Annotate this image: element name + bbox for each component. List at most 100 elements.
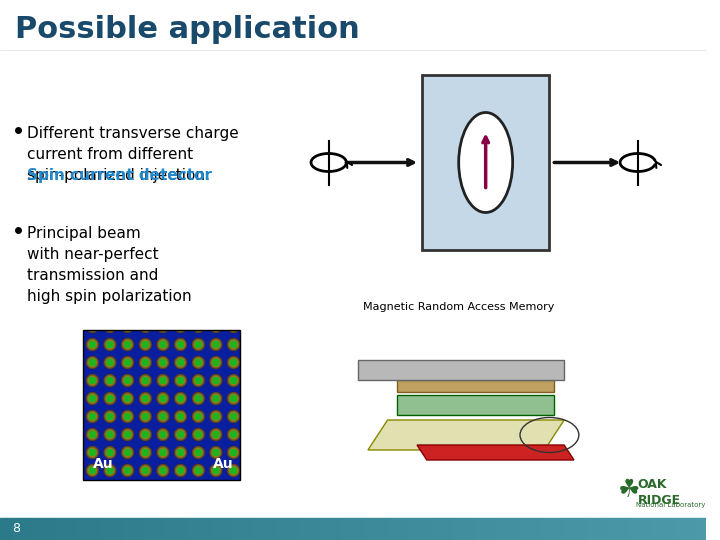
Bar xyxy=(695,518,696,540)
Bar xyxy=(475,518,476,540)
Bar xyxy=(629,518,630,540)
Bar xyxy=(369,518,370,540)
Bar xyxy=(113,518,114,540)
Bar xyxy=(586,518,587,540)
Bar xyxy=(541,518,543,540)
Bar xyxy=(460,518,461,540)
Bar xyxy=(378,518,379,540)
Bar xyxy=(419,518,420,540)
Bar xyxy=(650,518,652,540)
Bar xyxy=(682,518,683,540)
Bar xyxy=(613,518,614,540)
Text: Different transverse charge
current from different
spin-polarized injection:: Different transverse charge current from… xyxy=(27,126,239,183)
Bar xyxy=(235,518,236,540)
Bar xyxy=(295,518,297,540)
Bar xyxy=(122,518,124,540)
Bar xyxy=(685,518,686,540)
Bar xyxy=(6,518,7,540)
Bar xyxy=(267,518,268,540)
Bar xyxy=(86,518,87,540)
Bar xyxy=(107,518,108,540)
Bar xyxy=(457,518,458,540)
Bar xyxy=(424,518,425,540)
Bar xyxy=(471,518,472,540)
Bar xyxy=(246,518,247,540)
Bar xyxy=(571,518,572,540)
Bar xyxy=(693,518,695,540)
Bar xyxy=(643,518,644,540)
Bar xyxy=(168,518,170,540)
Bar xyxy=(301,518,302,540)
Bar xyxy=(93,518,94,540)
Bar xyxy=(221,518,222,540)
Bar xyxy=(279,518,281,540)
Polygon shape xyxy=(397,380,554,392)
Bar xyxy=(550,518,552,540)
Bar xyxy=(663,518,665,540)
Bar xyxy=(600,518,601,540)
Bar xyxy=(312,518,313,540)
Bar xyxy=(308,518,309,540)
Bar xyxy=(639,518,641,540)
Bar xyxy=(546,518,547,540)
Bar xyxy=(368,518,369,540)
Bar xyxy=(7,518,8,540)
Bar xyxy=(370,518,371,540)
Bar xyxy=(698,518,700,540)
Bar xyxy=(358,518,359,540)
Bar xyxy=(454,518,455,540)
Text: OAK
RIDGE: OAK RIDGE xyxy=(638,477,681,507)
Bar xyxy=(181,518,182,540)
Bar xyxy=(333,518,335,540)
Bar xyxy=(544,518,546,540)
Bar xyxy=(132,518,133,540)
Bar xyxy=(505,518,506,540)
Bar xyxy=(64,518,65,540)
Bar xyxy=(382,518,384,540)
Bar xyxy=(192,518,193,540)
Bar xyxy=(406,518,408,540)
Bar xyxy=(159,518,160,540)
Bar xyxy=(641,518,642,540)
Bar xyxy=(117,518,118,540)
Bar xyxy=(456,518,457,540)
Bar xyxy=(373,518,374,540)
Bar xyxy=(318,518,319,540)
Bar xyxy=(443,518,444,540)
Bar xyxy=(626,518,627,540)
Bar xyxy=(455,518,456,540)
Bar xyxy=(649,518,650,540)
Bar xyxy=(463,518,464,540)
Bar xyxy=(32,518,33,540)
Bar xyxy=(493,518,495,540)
Bar xyxy=(528,518,530,540)
Bar xyxy=(362,518,363,540)
Bar xyxy=(216,518,217,540)
Bar xyxy=(203,518,204,540)
Bar xyxy=(518,518,519,540)
Bar xyxy=(214,518,215,540)
Bar xyxy=(257,518,258,540)
Bar xyxy=(689,518,690,540)
Bar xyxy=(51,518,52,540)
Bar xyxy=(65,518,66,540)
Text: ☘: ☘ xyxy=(617,478,639,502)
Bar xyxy=(422,518,423,540)
Bar xyxy=(587,518,588,540)
Polygon shape xyxy=(417,445,574,460)
Bar xyxy=(102,518,103,540)
Bar xyxy=(462,518,463,540)
Bar xyxy=(201,518,202,540)
Bar xyxy=(623,518,624,540)
Bar xyxy=(162,518,163,540)
Bar xyxy=(158,518,159,540)
Bar xyxy=(449,518,450,540)
Bar xyxy=(99,518,100,540)
Bar xyxy=(422,75,549,250)
Bar xyxy=(298,518,300,540)
Bar xyxy=(152,518,153,540)
Bar xyxy=(127,518,129,540)
Bar xyxy=(447,518,449,540)
Bar xyxy=(261,518,262,540)
Bar xyxy=(240,518,241,540)
